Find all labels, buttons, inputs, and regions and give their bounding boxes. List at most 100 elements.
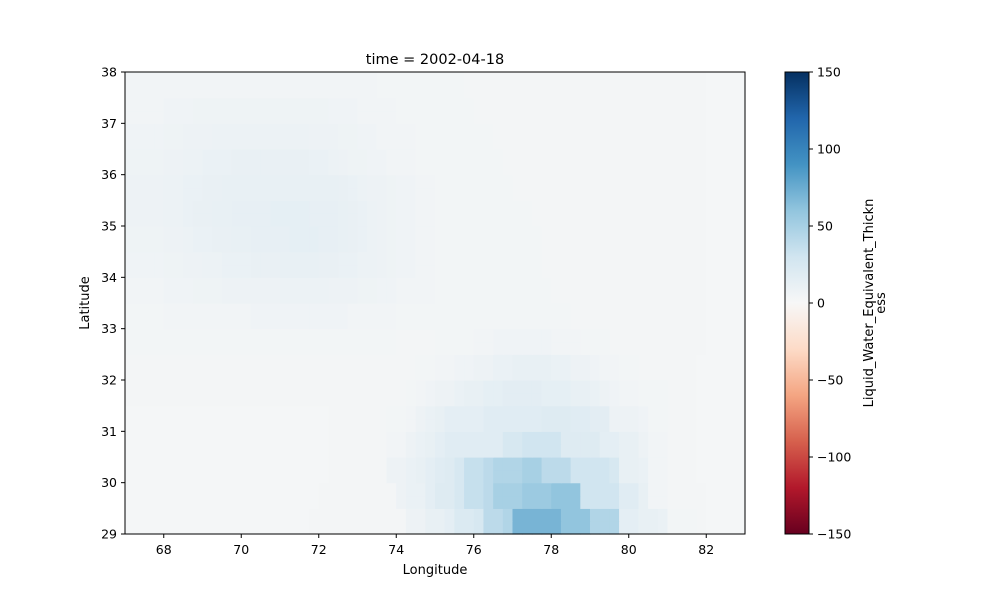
heatmap-cell [270,290,281,304]
x-axis-label: Longitude [403,563,468,578]
heatmap-cell [570,392,581,407]
heatmap-cell [415,149,426,163]
heatmap-cell [512,431,523,445]
heatmap-cell [619,136,630,150]
heatmap-cell [328,405,339,420]
heatmap-cell [570,251,581,266]
heatmap-cell [483,251,494,266]
heatmap-cell [502,431,514,445]
heatmap-cell [609,72,620,86]
heatmap-cell [231,469,242,484]
heatmap-cell [657,341,669,355]
heatmap-cell [454,392,465,407]
heatmap-cell [202,161,213,176]
heatmap-cell [231,303,242,317]
heatmap-cell [405,457,417,471]
heatmap-cell [134,367,145,381]
heatmap-cell [648,277,659,291]
heatmap-cell [686,264,698,278]
heatmap-cell [163,200,175,214]
heatmap-cell [425,149,436,163]
heatmap-cell [309,354,320,368]
heatmap-cell [706,149,717,163]
heatmap-cell [376,367,388,381]
heatmap-cell [328,174,339,189]
heatmap-cell [715,277,727,291]
heatmap-cell [289,457,300,471]
heatmap-cell [638,328,649,343]
heatmap-cell [599,469,610,484]
heatmap-cell [464,380,475,394]
heatmap-cell [396,238,407,253]
heatmap-cell [493,495,504,509]
heatmap-cell [425,354,436,368]
heatmap-cell [163,226,175,240]
heatmap-cell [425,136,436,150]
heatmap-cell [696,72,707,86]
heatmap-cell [619,328,630,343]
heatmap-cell [696,418,707,432]
heatmap-cell [250,213,262,227]
heatmap-cell [686,315,698,330]
heatmap-cell [483,238,494,253]
heatmap-cell [541,123,552,137]
heatmap-cell [590,136,601,150]
heatmap-cell [560,405,572,420]
heatmap-cell [609,200,620,214]
heatmap-cell [677,123,688,137]
heatmap-cell [648,418,659,432]
heatmap-cell [367,495,378,509]
heatmap-cell [183,521,194,535]
heatmap-cell [289,469,300,484]
heatmap-cell [677,367,688,381]
heatmap-cell [241,328,252,343]
heatmap-cell [396,264,407,278]
heatmap-cell [270,380,281,394]
heatmap-cell [609,110,620,124]
heatmap-cell [154,110,165,124]
heatmap-cell [502,469,514,484]
heatmap-cell [405,303,417,317]
heatmap-cell [212,213,223,227]
heatmap-cell [144,482,155,497]
heatmap-cell [541,84,552,99]
heatmap-cell [696,187,707,201]
heatmap-cell [241,72,252,86]
heatmap-cell [241,521,252,535]
heatmap-cell [464,418,475,432]
heatmap-cell [628,110,640,124]
heatmap-cell [202,315,213,330]
heatmap-cell [318,457,330,471]
heatmap-cell [347,469,359,484]
heatmap-cell [192,136,204,150]
heatmap-cell [280,444,291,458]
heatmap-cell [134,431,145,445]
heatmap-cell [590,110,601,124]
heatmap-cell [415,508,426,522]
heatmap-cell [221,521,233,535]
heatmap-cell [619,238,630,253]
heatmap-cell [144,303,155,317]
heatmap-cell [560,444,572,458]
heatmap-cell [212,174,223,189]
heatmap-cell [628,482,640,497]
heatmap-cell [619,405,630,420]
heatmap-cell [657,495,669,509]
heatmap-cell [686,277,698,291]
heatmap-cell [125,469,136,484]
heatmap-cell [134,149,145,163]
heatmap-cell [493,187,504,201]
heatmap-cell [502,110,514,124]
heatmap-cell [154,495,165,509]
heatmap-cell [512,457,523,471]
heatmap-cell [144,392,155,407]
heatmap-cell [134,508,145,522]
heatmap-cell [270,405,281,420]
heatmap-cell [415,136,426,150]
heatmap-cell [309,495,320,509]
heatmap-cell [125,444,136,458]
heatmap-cell [425,521,436,535]
heatmap-cell [464,315,475,330]
heatmap-cell [609,521,620,535]
heatmap-cell [289,303,300,317]
